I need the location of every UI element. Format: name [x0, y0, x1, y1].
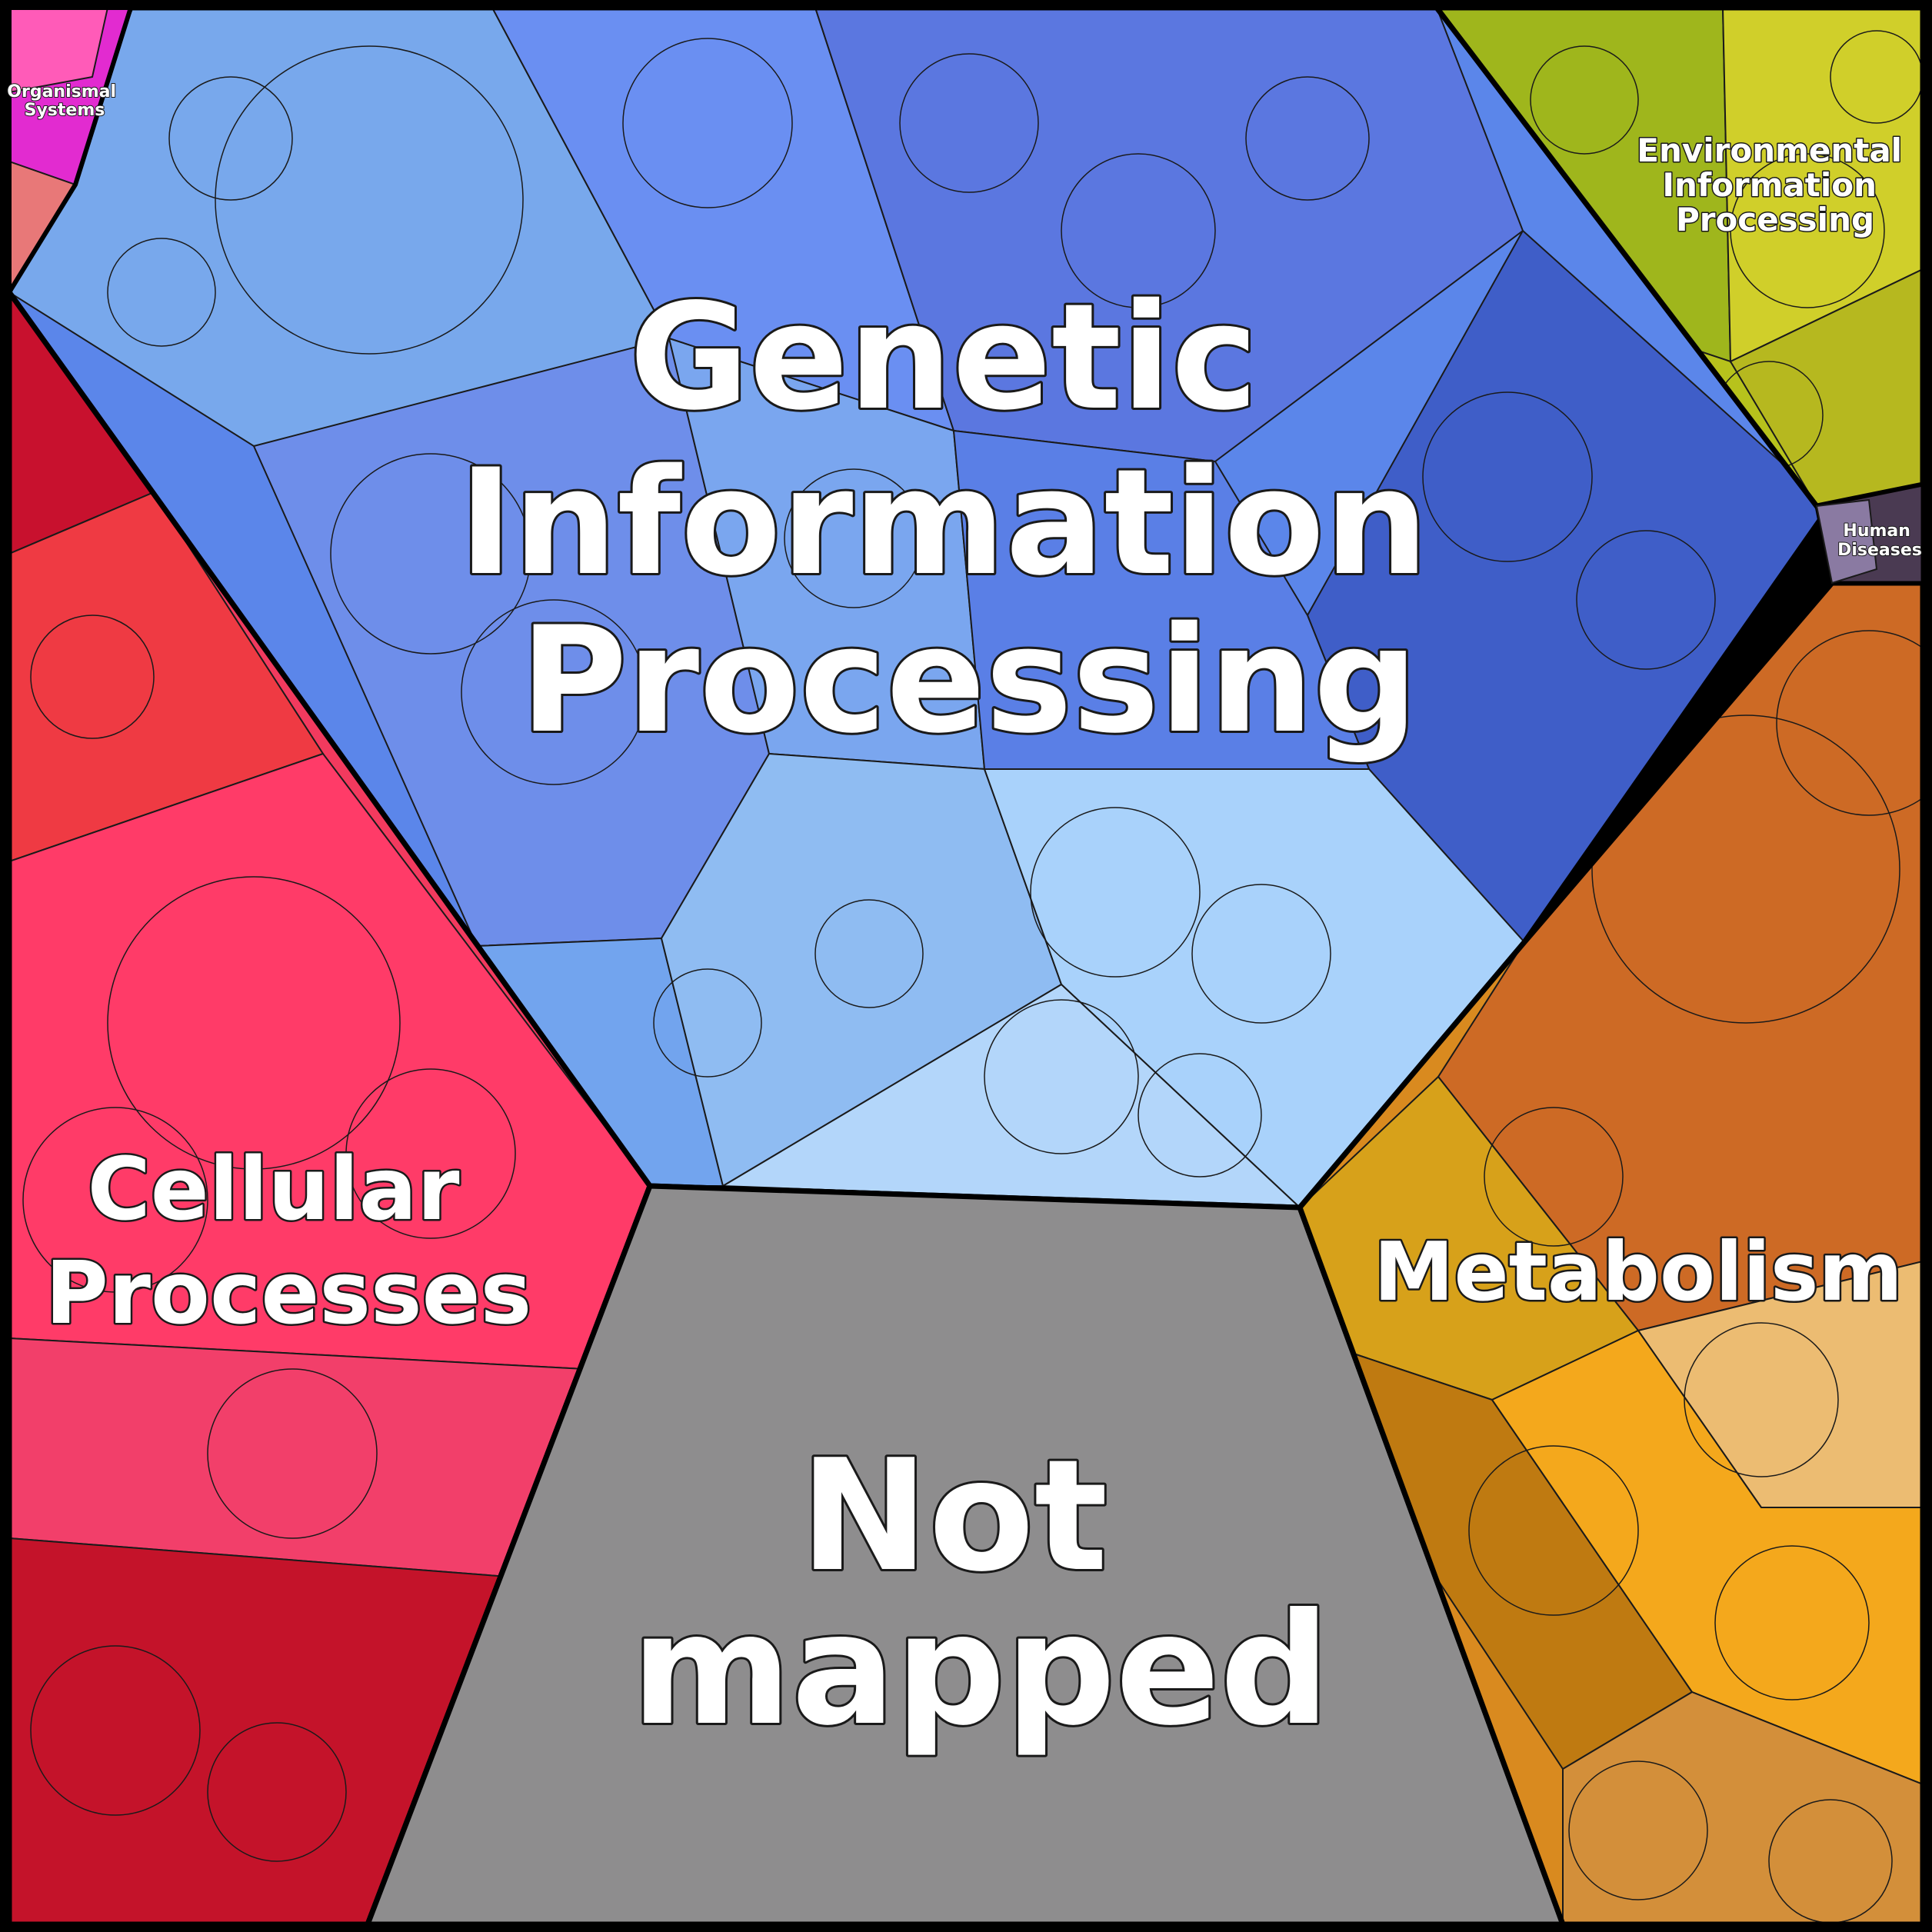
label-line: Processing: [1676, 201, 1874, 238]
label-line: Information: [459, 438, 1429, 608]
label-environmental-information-processing: Environmental Information Processing: [1637, 132, 1913, 238]
label-line: Diseases: [1837, 541, 1922, 560]
label-line: Cellular: [88, 1140, 460, 1240]
label-line: mapped: [631, 1581, 1331, 1760]
cell: [1562, 1690, 1923, 1924]
label-not-mapped: Not mapped: [631, 1427, 1331, 1760]
label-line: Not: [800, 1427, 1108, 1606]
label-human-diseases: Human Diseases: [1837, 521, 1922, 560]
label-line: Organismal: [7, 82, 116, 102]
label-line: Environmental: [1637, 132, 1902, 169]
label-metabolism: Metabolism: [1374, 1225, 1903, 1319]
region-human-diseases: [1814, 481, 1925, 585]
label-line: Processes: [45, 1244, 532, 1344]
cell: [1815, 498, 1878, 585]
label-genetic-information-processing: Genetic Information Processing: [459, 272, 1480, 765]
label-cellular-processes: Cellular Processes: [45, 1140, 532, 1344]
label-line: Genetic: [629, 272, 1258, 442]
cell: [1729, 268, 1923, 506]
region-genetic-information-processing: [6, 5, 1834, 1211]
region-organismal-systems: [7, 5, 135, 301]
cell: [1721, 8, 1923, 363]
region-environmental-information-processing: [1431, 5, 1926, 509]
label-line: Systems: [25, 101, 105, 120]
label-line: Processing: [520, 595, 1418, 765]
label-line: Information: [1662, 166, 1877, 204]
cell: [814, 8, 1524, 463]
region-metabolism: [1297, 580, 1926, 1927]
cell: [9, 1337, 586, 1578]
cell: [9, 8, 109, 94]
cell: [952, 429, 1371, 770]
label-organismal-systems: Organismal Systems: [7, 82, 122, 120]
cell: [9, 1537, 509, 1924]
region-cellular-processes: [6, 284, 653, 1927]
label-line: Human: [1843, 521, 1910, 541]
